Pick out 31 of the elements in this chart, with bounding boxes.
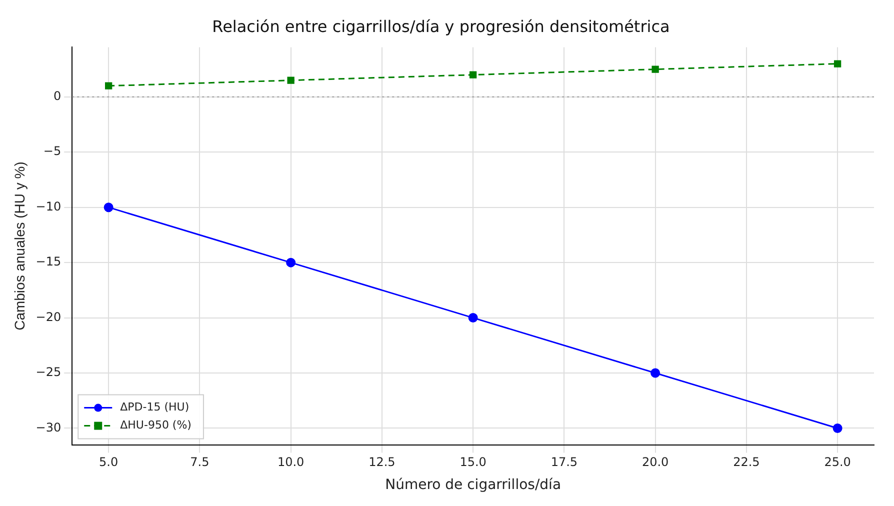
point [834,60,842,68]
chart-title: Relación entre cigarrillos/día y progresión densitométrica [212,16,670,36]
point [469,71,477,78]
x-tick-label: 7.5 [190,455,210,470]
point [652,66,659,73]
x-tick-label: 10.0 [277,455,304,470]
y-tick-label: −25 [36,365,62,380]
point [468,313,478,323]
legend-label: ΔPD-15 (HU) [120,400,190,414]
y-tick-label: 0 [53,89,62,104]
y-tick-label: −10 [36,199,62,214]
y-axis-title: Cambios anuales (HU y %) [11,162,28,330]
x-axis-title: Número de cigarrillos/día [385,477,562,494]
x-tick-label: 12.5 [368,455,396,470]
point [287,76,294,84]
point [832,423,842,433]
x-tick-label: 15.0 [460,455,486,470]
point [650,368,660,378]
point [104,202,114,212]
x-tick-label: 25.0 [824,455,851,470]
point [286,258,296,268]
y-tick-label: −20 [36,310,62,324]
x-tick-label: 22.5 [733,455,760,470]
legend-label: ΔHU-950 (%) [120,418,192,432]
x-tick-label: 17.5 [550,455,578,470]
y-tick-label: −30 [36,420,62,434]
point [104,82,112,90]
y-tick-label: −5 [43,144,62,158]
x-tick-label: 5.0 [99,455,118,470]
x-tick-label: 20.0 [642,455,669,470]
y-tick-label: −15 [36,254,62,269]
